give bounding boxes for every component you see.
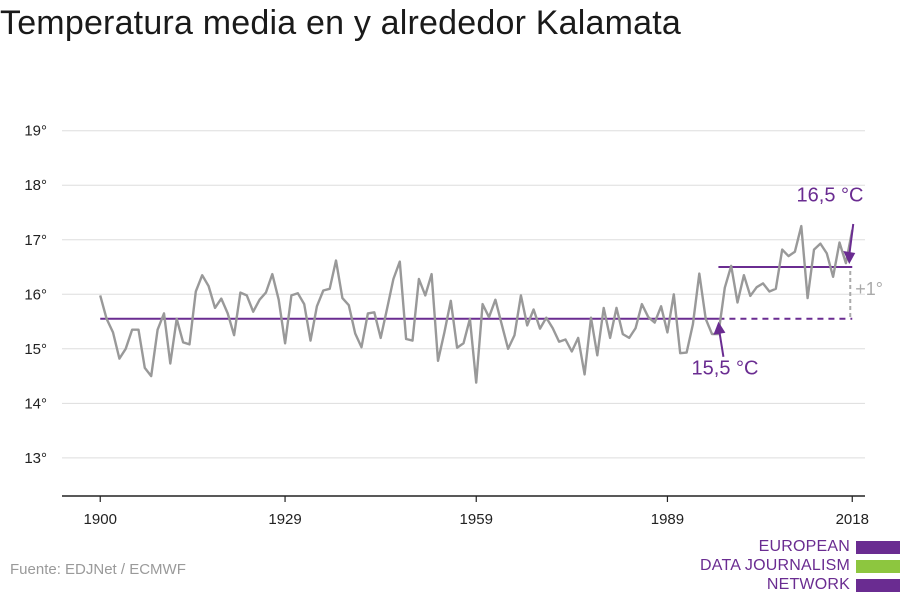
y-tick-label: 13° (24, 450, 47, 467)
logo-line-2: DATA JOURNALISM (700, 557, 850, 574)
y-tick-label: 15° (24, 341, 47, 358)
logo-bar-middle (856, 560, 900, 573)
logo-line-3: NETWORK (766, 576, 850, 593)
grid-lines (62, 130, 865, 459)
baseline-arrow-head (713, 321, 726, 335)
source-note: Fuente: EDJNet / ECMWF (10, 561, 186, 578)
baseline-arrow-shaft (718, 331, 725, 357)
logo-bar-top (856, 541, 900, 554)
y-tick-label: 16° (24, 286, 47, 303)
series-line (99, 224, 854, 384)
y-tick-label: 19° (24, 123, 47, 140)
y-tick-label: 14° (24, 395, 47, 412)
recent-arrow-head (843, 251, 856, 265)
logo-line-1: EUROPEAN (758, 538, 850, 555)
x-tick-label: 2018 (836, 511, 869, 528)
logo-bar-bottom (856, 579, 900, 592)
x-tick-label: 1989 (651, 511, 684, 528)
temperature-series (99, 224, 854, 384)
baseline-label: 15,5 °C (692, 358, 759, 380)
chart-title: Temperatura media en y alrededor Kalamat… (0, 4, 682, 42)
delta-label: +1° (855, 279, 883, 299)
recent-arrow-shaft (848, 223, 855, 256)
x-tick-label: 1900 (84, 511, 117, 528)
edjnet-logo: EUROPEAN DATA JOURNALISM NETWORK (700, 538, 900, 598)
annotations: +1° 16,5 °C 15,5 °C (692, 185, 883, 380)
x-tick-label: 1929 (268, 511, 301, 528)
y-tick-label: 17° (24, 232, 47, 249)
recent-label: 16,5 °C (797, 185, 864, 207)
x-tick-label: 1959 (460, 511, 493, 528)
axes: 13° 14° 15° 16° 17° 18° 19° 1900 1929 1959 1989 201… (24, 123, 869, 528)
y-tick-label: 18° (24, 177, 47, 194)
